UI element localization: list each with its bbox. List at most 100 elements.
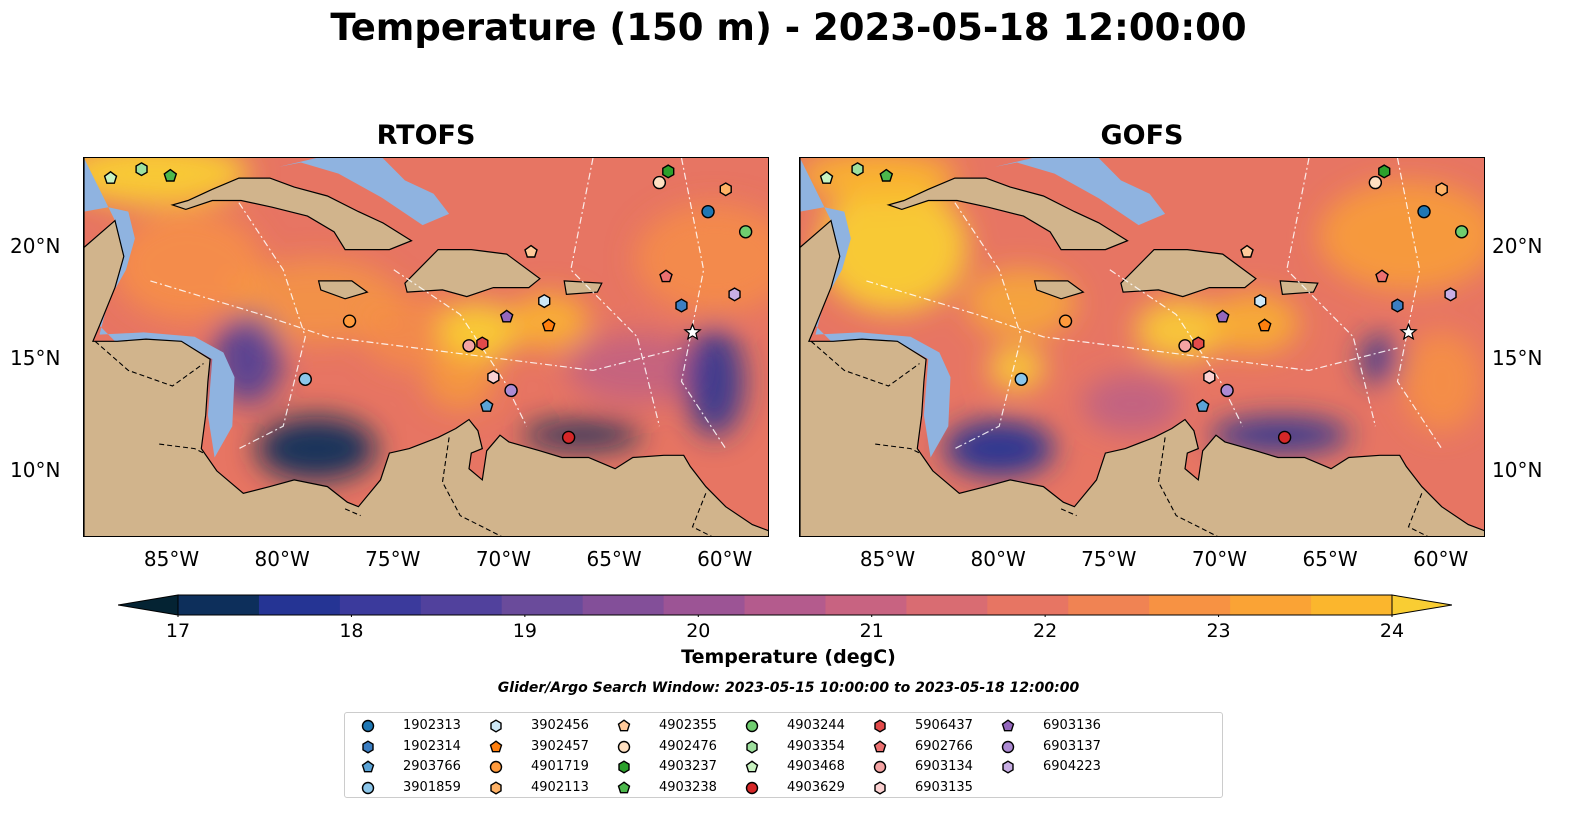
legend-marker-4902355 (617, 719, 631, 732)
legend-label: 5906437 (915, 718, 973, 733)
lon-tick-label: 85°W (143, 547, 200, 571)
colorbar-segment (501, 595, 584, 615)
colorbar-segment (663, 595, 746, 615)
legend-label: 4902355 (659, 718, 717, 733)
panel-title-gofs: GOFS (1100, 120, 1184, 151)
float-marker-4903468 (103, 170, 118, 184)
temperature-patch (1081, 373, 1182, 434)
colorbar-segment (420, 595, 503, 615)
legend-marker-2903766 (361, 760, 375, 773)
legend-marker-4903354 (746, 739, 758, 754)
colorbar-tick-label: 20 (686, 620, 711, 642)
float-marker-4903238 (163, 168, 178, 182)
colorbar-tick-label: 23 (1206, 620, 1231, 642)
temperature-patch (1359, 334, 1400, 385)
temperature-patch (684, 326, 745, 437)
legend-label: 4903237 (659, 759, 717, 774)
colorbar-tick-label: 24 (1379, 620, 1405, 642)
lat-tick-label-right: 10°N (1492, 457, 1543, 482)
legend-marker-1902314 (362, 739, 374, 754)
star-marker (1399, 322, 1418, 341)
colorbar-title: Temperature (degC) (681, 646, 896, 668)
float-marker-4903244 (1454, 225, 1469, 239)
legend-label: 6904223 (1043, 759, 1101, 774)
lon-tick-label: 65°W (586, 547, 642, 571)
legend-marker-6902766 (873, 739, 887, 752)
country-border (875, 443, 920, 454)
float-marker-4902113 (719, 182, 732, 197)
colorbar-segment (258, 595, 341, 615)
float-marker-2903766 (1195, 398, 1210, 412)
lon-tick-label: 75°W (365, 547, 421, 571)
legend-label: 6903137 (1043, 738, 1101, 754)
float-marker-3902456 (538, 293, 551, 309)
temperature-patch (1401, 331, 1482, 432)
float-marker-6902766 (1375, 269, 1389, 283)
legend-marker-3902457 (489, 739, 503, 752)
legend-marker-4903244 (745, 719, 759, 733)
legend-label: 2903766 (403, 759, 461, 774)
float-marker-5906437 (476, 336, 489, 351)
temperature-patch (256, 416, 377, 481)
continental-landmass (84, 158, 768, 536)
legend-marker-4903238 (617, 780, 631, 793)
cuba-landmass (170, 177, 413, 251)
float-marker-6903135 (487, 369, 500, 385)
legend-marker-3902456 (490, 719, 502, 733)
float-marker-4901719 (342, 314, 357, 328)
yucatan-shelf (800, 158, 951, 458)
legend-label: 6903136 (1043, 718, 1101, 733)
lat-tick-label-left: 10°N (10, 457, 61, 482)
temperature-patch (231, 259, 402, 344)
map-panel-rtofs[interactable] (83, 157, 769, 537)
temperature-patch (113, 210, 264, 321)
country-border (94, 340, 204, 387)
float-marker-6903137 (1220, 383, 1234, 398)
yucatan-shelf (84, 158, 235, 458)
eez-boundary (866, 280, 1398, 372)
legend-marker-4902476 (617, 740, 631, 753)
temperature-patch (1318, 181, 1484, 292)
temperature-patch (634, 203, 768, 314)
legend-label: 6903134 (915, 759, 973, 774)
colorbar (118, 594, 1452, 617)
temperature-patch (988, 346, 1045, 391)
country-border (159, 443, 204, 454)
float-marker-4903354 (851, 162, 864, 177)
float-marker-1902314 (675, 298, 688, 313)
eez-boundary (570, 158, 660, 427)
float-marker-6904223 (728, 287, 741, 302)
float-marker-4903244 (738, 225, 753, 239)
lon-tick-label: 60°W (1413, 547, 1469, 571)
legend-marker-3901859 (361, 781, 375, 794)
jamaica-landmass (1033, 280, 1085, 300)
country-border (1407, 493, 1428, 536)
bahamas-shelf (278, 158, 450, 226)
float-legend: 1902313 1902314 2903766 3901859 3902456 39024… (344, 712, 1223, 798)
lat-tick-label-left: 15°N (10, 346, 61, 371)
legend-marker-6904223 (1002, 760, 1014, 774)
float-marker-6903136 (1215, 309, 1230, 323)
temperature-patch (817, 182, 968, 313)
legend-label: 4902476 (659, 738, 717, 754)
star-marker (683, 322, 702, 341)
country-border (344, 508, 361, 517)
puerto-rico-landmass (1279, 280, 1319, 296)
eez-boundary (150, 280, 682, 372)
float-marker-4902355 (1240, 244, 1254, 258)
legend-label: 4902113 (531, 779, 589, 795)
legend-label: 4901719 (531, 759, 589, 774)
colorbar-tick-label: 17 (165, 620, 191, 642)
map-panel-gofs[interactable] (799, 157, 1485, 537)
legend-marker-6903137 (1001, 740, 1015, 753)
lat-tick-label-right: 20°N (1492, 234, 1543, 259)
lon-tick-label: 80°W (970, 547, 1026, 571)
float-marker-4902476 (1368, 175, 1383, 190)
float-marker-4902355 (524, 244, 538, 258)
legend-label: 3902457 (531, 738, 589, 754)
legend-label: 4903244 (787, 718, 845, 733)
legend-marker-5906437 (874, 719, 886, 733)
country-border (1060, 508, 1077, 517)
temperature-patch (425, 353, 496, 410)
temperature-patch (521, 421, 642, 450)
